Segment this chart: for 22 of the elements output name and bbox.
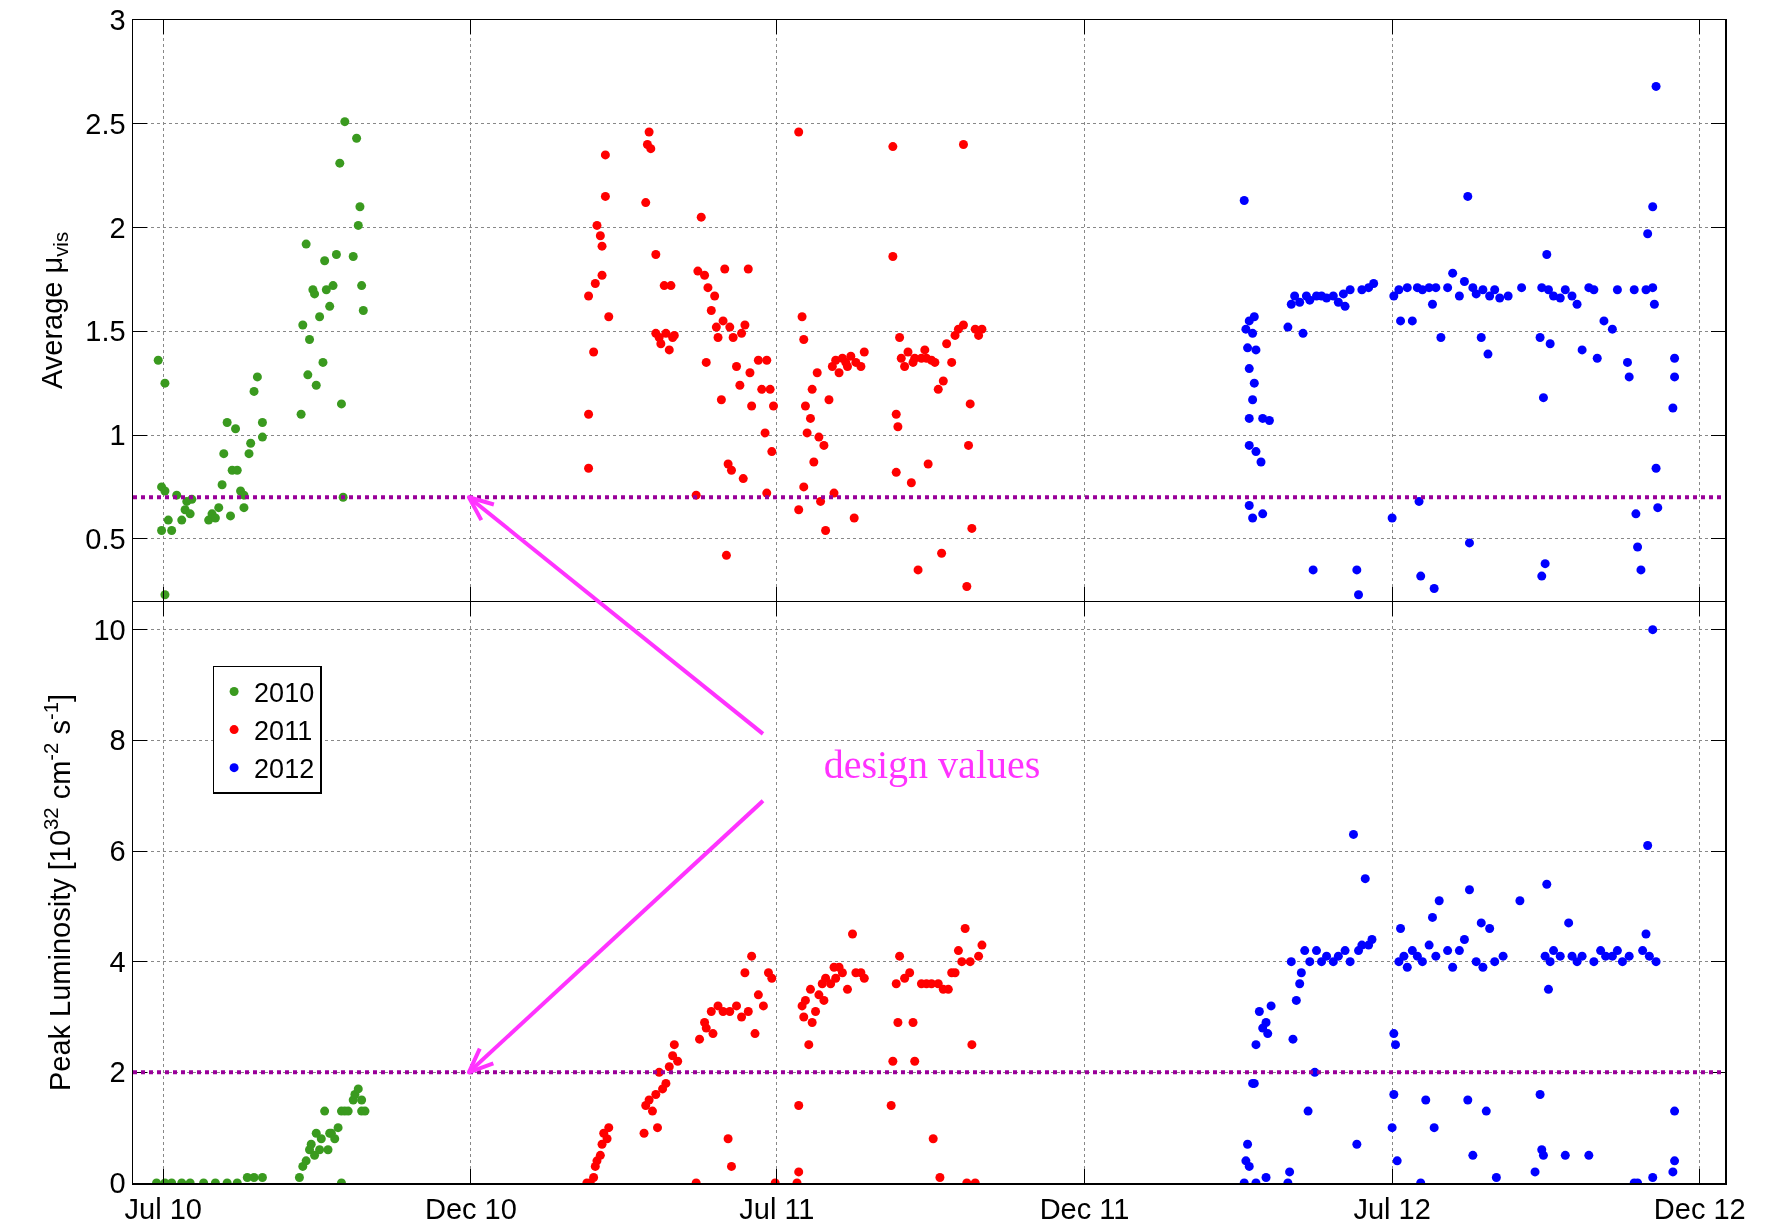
y-tick-label: 1 — [109, 419, 126, 452]
y-tick-label: 10 — [93, 613, 126, 646]
annotation: design values — [823, 742, 1041, 788]
y-tick-label: 2 — [109, 1056, 126, 1089]
legend-label: 2011 — [254, 716, 313, 747]
legend-label: 2012 — [254, 754, 315, 785]
y-tick-label: 6 — [109, 835, 126, 868]
y-tick-label: 0.5 — [85, 522, 126, 555]
y-tick-label: 2 — [109, 211, 126, 244]
legend-label: 2010 — [254, 677, 315, 708]
x-tick-label: Jul 11 — [739, 1193, 815, 1224]
y-tick-label: 0 — [109, 1167, 126, 1200]
x-tick-label: Dec 11 — [1039, 1193, 1130, 1224]
y-tick-label: 2.5 — [85, 107, 126, 140]
x-tick-label: Jul 12 — [1353, 1193, 1431, 1224]
x-tick-label: Dec 12 — [1653, 1193, 1746, 1224]
y-tick-label: 3 — [109, 4, 126, 37]
x-tick-label: Jul 10 — [124, 1193, 202, 1224]
y-tick-label: 1.5 — [85, 315, 126, 348]
y-tick-label: 8 — [109, 724, 126, 757]
y-tick-label: 4 — [109, 945, 126, 978]
x-tick-label: Dec 10 — [424, 1193, 517, 1224]
